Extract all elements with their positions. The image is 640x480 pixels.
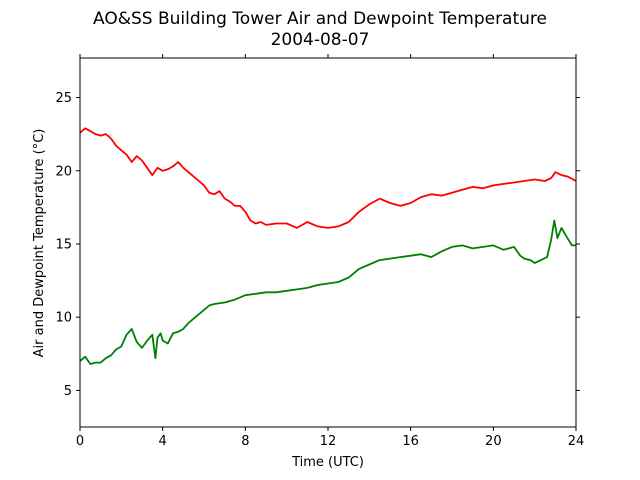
y-tick-label: 25 [55,91,72,106]
x-tick-label: 0 [76,434,84,449]
x-tick-label: 12 [320,434,337,449]
x-tick-label: 24 [568,434,585,449]
x-tick-label: 20 [485,434,502,449]
plot-frame [79,57,577,428]
series-line-1 [79,219,576,365]
y-tick-label: 5 [64,384,72,399]
chart-subtitle: 2004-08-07 [271,30,370,50]
y-tick-label: 10 [55,311,72,326]
y-tick-label: 15 [55,237,72,252]
x-tick-label: 8 [241,434,249,449]
x-axis: 0 4 8 12 16 20 24 [76,54,584,449]
series-layer [79,127,577,365]
y-axis: 5 10 15 20 25 [55,91,580,399]
y-axis-label: Air and Dewpoint Temperature (°C) [32,129,47,358]
series-line-0 [79,127,577,229]
chart-title: AO&SS Building Tower Air and Dewpoint Te… [93,9,547,29]
x-tick-label: 4 [159,434,167,449]
y-tick-label: 20 [55,164,72,179]
x-tick-label: 16 [402,434,419,449]
x-axis-label: Time (UTC) [291,455,364,470]
